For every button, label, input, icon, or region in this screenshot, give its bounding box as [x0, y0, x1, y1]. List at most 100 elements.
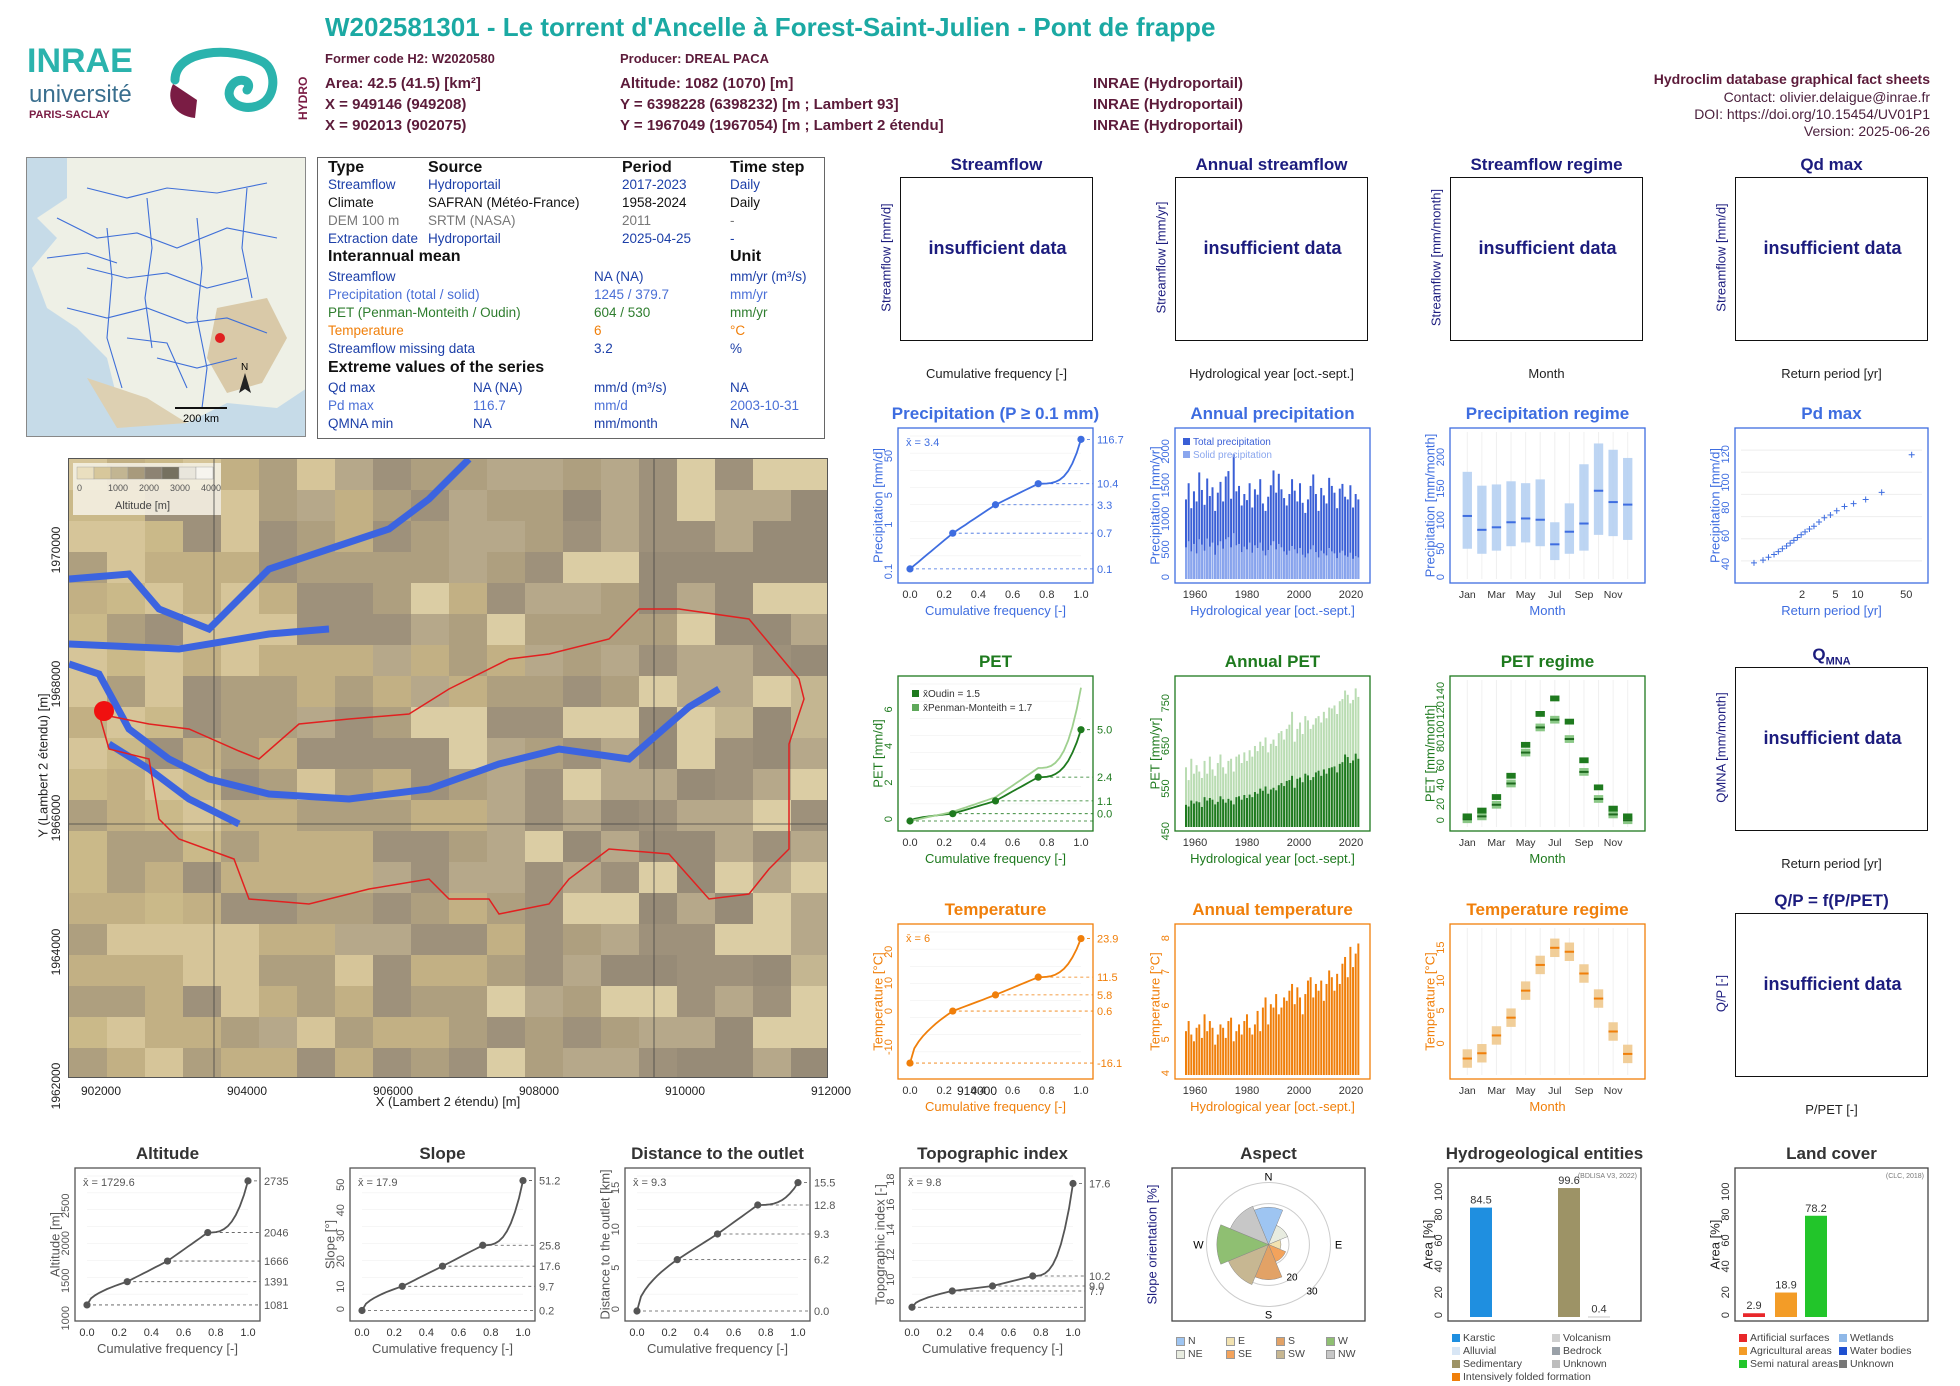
chart-panel: insufficient data: [1450, 177, 1643, 341]
year-bar: [1208, 756, 1211, 827]
y-tick-label: 2000: [1160, 439, 1172, 463]
terrain-cell: [639, 986, 677, 1017]
terrain-cell: [221, 831, 259, 862]
terrain-cell: [69, 738, 107, 769]
quantile-point: [991, 991, 1000, 999]
year-bar-overlay: [1256, 547, 1259, 579]
terrain-cell: [563, 893, 601, 924]
mean-name: Streamflow: [328, 269, 396, 284]
terrain-cell: [753, 490, 791, 521]
terrain-cell: [487, 1048, 525, 1077]
terrain-cell: [221, 645, 259, 676]
year-bar: [1245, 760, 1248, 827]
terrain-cell: [297, 800, 335, 831]
x-tick-label: 0.2: [937, 837, 952, 849]
terrain-cell: [335, 490, 373, 521]
legend-entry: Solid precipitation: [1193, 450, 1272, 461]
year-bar-overlay: [1245, 798, 1248, 827]
chart-panel: insufficient data: [1735, 177, 1928, 341]
terrain-cell: [753, 583, 791, 614]
terrain-cell: [373, 800, 411, 831]
y-tick-label: 40: [1720, 1260, 1732, 1272]
year-bar: [1264, 510, 1267, 579]
chart-title: Streamflow: [950, 155, 1043, 174]
year-bar: [1248, 483, 1251, 579]
terrain-cell: [449, 924, 487, 955]
x-tick-label: Sep: [1575, 589, 1594, 601]
right-quantile-label: 9.3: [814, 1229, 829, 1241]
terrain-cell: [715, 676, 753, 707]
year-bar-overlay: [1275, 790, 1278, 827]
legend-label: Semi natural areas: [1750, 1358, 1839, 1370]
right-quantile-label: 10.2: [1089, 1271, 1110, 1283]
terrain-cell: [487, 459, 525, 490]
year-bar: [1203, 504, 1206, 579]
x-tick-label: 2000: [1287, 1085, 1311, 1097]
mean-label: x̄ = 9.3: [633, 1177, 666, 1189]
chart-y-label: Precipitation [mm/yr]: [1147, 445, 1163, 565]
terrain-cell: [639, 862, 677, 893]
terrain-cell: [183, 893, 221, 924]
chart-x-label: Cumulative frequency [-]: [922, 1341, 1063, 1356]
chart-x-label: Return period [yr]: [1781, 603, 1882, 618]
terrain-cell: [791, 1017, 827, 1048]
legend-label: Volcanism: [1563, 1332, 1611, 1344]
month-box: [1491, 484, 1502, 551]
terrain-cell: [259, 955, 297, 986]
insufficient-data-label: insufficient data: [928, 238, 1067, 258]
terrain-cell: [753, 676, 791, 707]
regime-chart-svg: Jan Mar May Jul Sep Nov 0 5 10 15: [1435, 923, 1646, 1097]
year-bar: [1224, 1037, 1227, 1075]
legend-swatch: [178, 466, 197, 480]
year-bar-overlay: [1296, 553, 1299, 579]
extreme-value: NA (NA): [473, 380, 523, 395]
terrain-cell: [411, 800, 449, 831]
terrain-cell: [715, 800, 753, 831]
inrae-logo: INRAE université PARIS-SACLAY HYDRO: [27, 42, 310, 121]
terrain-cell: [183, 676, 221, 707]
terrain-cell: [791, 831, 827, 862]
x-tick-label: Jan: [1459, 837, 1476, 849]
terrain-cell: [753, 1017, 791, 1048]
terrain-cell: [753, 893, 791, 924]
pdmax-point: [1771, 551, 1778, 558]
terrain-cell: [297, 1017, 335, 1048]
info-period: 1958-2024: [622, 195, 687, 210]
chart-x-label: Cumulative frequency [-]: [926, 366, 1067, 381]
quantile-point: [1034, 973, 1042, 981]
aspect-legend-label: N: [1188, 1335, 1196, 1347]
terrain-cell: [449, 831, 487, 862]
year-bar-overlay: [1309, 780, 1312, 827]
doi-link[interactable]: DOI: https://doi.org/10.15454/UV01P1: [1694, 106, 1930, 122]
contact-email[interactable]: Contact: olivier.delaigue@inrae.fr: [1723, 89, 1930, 105]
terrain-cell: [259, 924, 297, 955]
terrain-cell: [373, 459, 411, 490]
year-bar: [1325, 503, 1328, 579]
source-l93: INRAE (Hydroportail): [1093, 96, 1243, 113]
legend-label: Water bodies: [1850, 1345, 1912, 1357]
terrain-cell: [221, 738, 259, 769]
chart-y-label: Precipitation [mm/d]: [870, 447, 886, 563]
y-tick-label: 40: [1435, 779, 1447, 791]
chart-x-label: Return period [yr]: [1781, 856, 1882, 871]
year-bar-overlay: [1357, 557, 1360, 579]
chart-x-label: Month: [1529, 603, 1566, 618]
quantile-point: [988, 1282, 997, 1290]
x-tick-label: 0.8: [483, 1327, 498, 1339]
year-bar-overlay: [1206, 800, 1209, 827]
terrain-cell: [183, 862, 221, 893]
terrain-cell: [753, 862, 791, 893]
quantile-point: [204, 1228, 212, 1237]
pdmax-point: [1878, 489, 1885, 496]
aspect-legend-label: E: [1238, 1335, 1246, 1347]
year-bar: [1322, 1000, 1325, 1075]
y-tick-label: 14: [885, 1224, 897, 1236]
terrain-cell: [373, 1017, 411, 1048]
year-bar: [1216, 1034, 1219, 1075]
chart-title: Qd max: [1800, 155, 1863, 174]
year-bar-overlay: [1277, 785, 1280, 827]
year-bar: [1269, 1004, 1272, 1075]
chart-x-label: Cumulative frequency [-]: [925, 1099, 1066, 1114]
year-bar-overlay: [1352, 558, 1355, 579]
year-bar: [1200, 489, 1203, 579]
